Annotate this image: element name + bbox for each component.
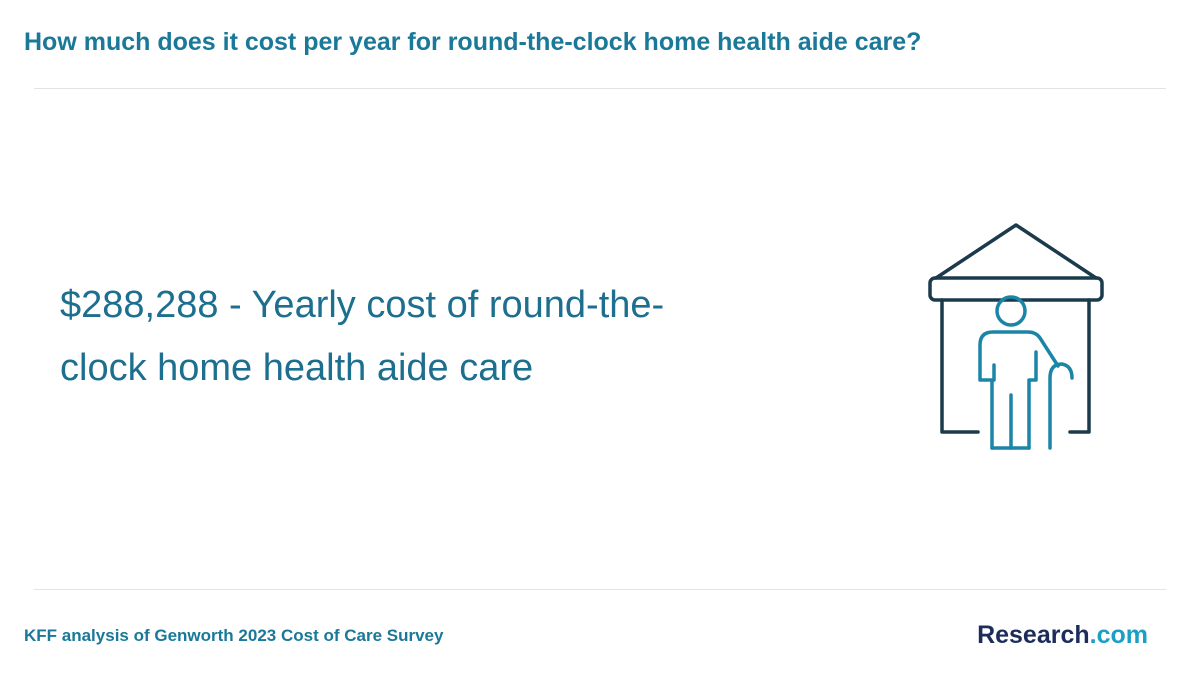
stat-text: $288,288 - Yearly cost of round-the-cloc… (60, 284, 665, 389)
title: How much does it cost per year for round… (24, 28, 922, 56)
divider (34, 589, 1166, 590)
divider (34, 88, 1166, 89)
brand-name: Research (977, 621, 1090, 649)
home-care-icon (928, 223, 1104, 450)
brand-logo: Research.com (977, 621, 1148, 650)
brand-suffix: .com (1089, 621, 1148, 649)
source: KFF analysis of Genworth 2023 Cost of Ca… (24, 626, 444, 645)
